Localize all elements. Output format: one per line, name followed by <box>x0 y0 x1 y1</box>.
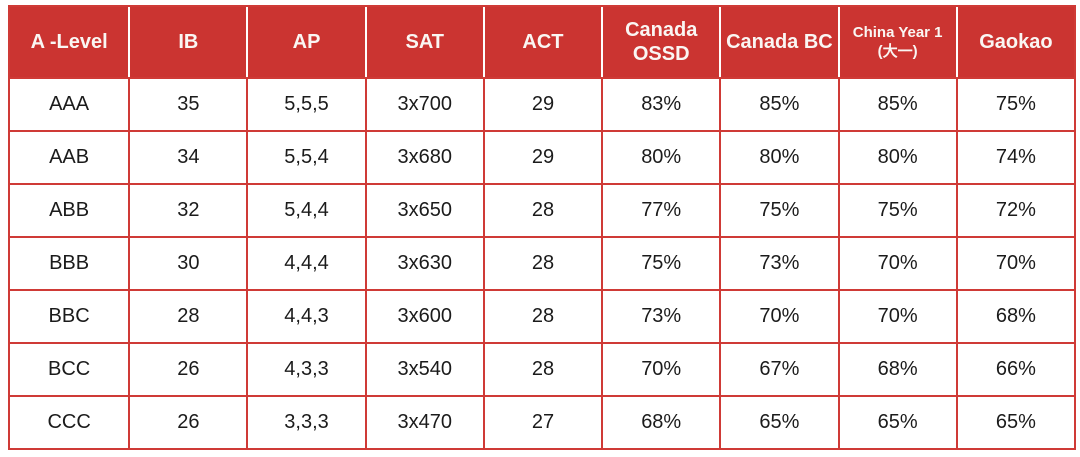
table-row: ABB 32 5,4,4 3x650 28 77% 75% 75% 72% <box>10 183 1074 236</box>
table-cell: 3x650 <box>364 183 483 236</box>
column-header: A -Level <box>10 7 129 77</box>
table-cell: 5,5,5 <box>246 77 365 130</box>
table-cell: BBC <box>10 289 129 342</box>
table-cell: 80% <box>601 130 720 183</box>
table-cell: 70% <box>955 236 1074 289</box>
table-cell: 68% <box>955 289 1074 342</box>
column-header-label: AP <box>292 30 321 53</box>
table-cell: 85% <box>837 77 956 130</box>
column-header-label: A -Level <box>30 30 108 53</box>
table-cell: 32 <box>128 183 247 236</box>
column-header-label: China Year 1 <box>852 23 943 41</box>
table-cell: 80% <box>719 130 838 183</box>
table-cell: 75% <box>837 183 956 236</box>
table-cell: 5,4,4 <box>246 183 365 236</box>
table-cell: ABB <box>10 183 129 236</box>
table-cell: 28 <box>128 289 247 342</box>
table-cell: 26 <box>128 395 247 448</box>
table-row: BBC 28 4,4,3 3x600 28 73% 70% 70% 68% <box>10 289 1074 342</box>
column-header: ACT <box>482 7 602 77</box>
column-header-label: ACT <box>522 30 564 53</box>
column-header: SAT <box>364 7 483 77</box>
table-cell: 34 <box>128 130 247 183</box>
table-cell: 3,3,3 <box>246 395 365 448</box>
column-header-label: SAT <box>405 30 445 53</box>
column-header-label: Gaokao <box>979 30 1053 53</box>
table-cell: 3x680 <box>364 130 483 183</box>
column-header-label: (大一) <box>877 43 918 60</box>
table-cell: AAB <box>10 130 129 183</box>
table-cell: 35 <box>128 77 247 130</box>
column-header-label: Canada <box>625 18 698 41</box>
table-row: AAA 35 5,5,5 3x700 29 83% 85% 85% 75% <box>10 77 1074 130</box>
table-cell: 65% <box>719 395 838 448</box>
table-row: AAB 34 5,5,4 3x680 29 80% 80% 80% 74% <box>10 130 1074 183</box>
table-cell: CCC <box>10 395 129 448</box>
table-cell: 3x700 <box>364 77 483 130</box>
table-cell: 28 <box>482 342 602 395</box>
table-cell: 75% <box>955 77 1074 130</box>
table-cell: 4,4,3 <box>246 289 365 342</box>
table-cell: 70% <box>719 289 838 342</box>
table-cell: 73% <box>601 289 720 342</box>
column-header: China Year 1 (大一) <box>837 7 956 77</box>
column-header: Canada BC <box>719 7 838 77</box>
table-cell: 30 <box>128 236 247 289</box>
table-row: CCC 26 3,3,3 3x470 27 68% 65% 65% 65% <box>10 395 1074 448</box>
table-cell: 73% <box>719 236 838 289</box>
table-cell: BBB <box>10 236 129 289</box>
table-cell: 29 <box>482 77 602 130</box>
table-cell: 77% <box>601 183 720 236</box>
table-cell: 70% <box>837 236 956 289</box>
grade-conversion-table-container: A -Level IB AP SAT ACT Canada OSSD Canada BC Chi… <box>8 5 1076 450</box>
header-row: A -Level IB AP SAT ACT Canada OSSD Canada BC Chi… <box>10 7 1074 77</box>
column-header-label: IB <box>178 30 199 53</box>
column-header-label: Canada BC <box>726 30 833 53</box>
table-cell: 4,3,3 <box>246 342 365 395</box>
table-cell: 26 <box>128 342 247 395</box>
table-cell: 67% <box>719 342 838 395</box>
table-cell: 3x540 <box>364 342 483 395</box>
table-cell: 28 <box>482 236 602 289</box>
table-cell: 72% <box>955 183 1074 236</box>
table-cell: 3x630 <box>364 236 483 289</box>
table-cell: 74% <box>955 130 1074 183</box>
table-row: BBB 30 4,4,4 3x630 28 75% 73% 70% 70% <box>10 236 1074 289</box>
column-header: IB <box>128 7 247 77</box>
grade-conversion-table: A -Level IB AP SAT ACT Canada OSSD Canada BC Chi… <box>8 5 1076 450</box>
table-cell: 68% <box>601 395 720 448</box>
table-cell: 5,5,4 <box>246 130 365 183</box>
table-cell: 28 <box>482 289 602 342</box>
table-cell: 28 <box>482 183 602 236</box>
column-header: Canada OSSD <box>601 7 720 77</box>
column-header: Gaokao <box>955 7 1074 77</box>
table-cell: 3x470 <box>364 395 483 448</box>
table-cell: BCC <box>10 342 129 395</box>
table-cell: 66% <box>955 342 1074 395</box>
table-cell: 29 <box>482 130 602 183</box>
table-cell: 80% <box>837 130 956 183</box>
table-cell: 68% <box>837 342 956 395</box>
table-cell: 83% <box>601 77 720 130</box>
table-cell: 27 <box>482 395 602 448</box>
table-body: AAA 35 5,5,5 3x700 29 83% 85% 85% 75% AAB 34 5,5,4 3… <box>10 77 1074 448</box>
table-cell: 70% <box>837 289 956 342</box>
table-cell: 3x600 <box>364 289 483 342</box>
column-header: AP <box>246 7 365 77</box>
table-cell: 65% <box>837 395 956 448</box>
table-cell: 75% <box>601 236 720 289</box>
table-row: BCC 26 4,3,3 3x540 28 70% 67% 68% 66% <box>10 342 1074 395</box>
table-cell: 75% <box>719 183 838 236</box>
column-header-label: OSSD <box>632 43 690 65</box>
table-cell: 70% <box>601 342 720 395</box>
table-cell: 85% <box>719 77 838 130</box>
table-cell: AAA <box>10 77 129 130</box>
table-cell: 65% <box>955 395 1074 448</box>
table-cell: 4,4,4 <box>246 236 365 289</box>
table-header: A -Level IB AP SAT ACT Canada OSSD Canada BC Chi… <box>10 7 1074 77</box>
